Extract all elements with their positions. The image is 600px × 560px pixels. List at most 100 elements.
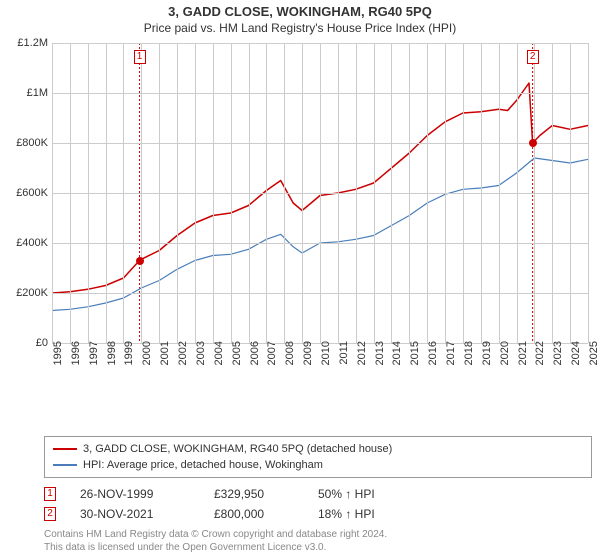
x-gridline — [70, 43, 71, 343]
x-gridline — [552, 43, 553, 343]
x-gridline — [374, 43, 375, 343]
x-gridline — [534, 43, 535, 343]
x-tick-label: 2024 — [570, 327, 582, 367]
legend-label: 3, GADD CLOSE, WOKINGHAM, RG40 5PQ (deta… — [83, 443, 392, 455]
x-tick-label: 2018 — [463, 327, 475, 367]
x-gridline — [302, 43, 303, 343]
x-tick-label: 1998 — [106, 327, 118, 367]
x-tick-label: 2023 — [552, 327, 564, 367]
legend-label: HPI: Average price, detached house, Woki… — [83, 459, 323, 471]
legend-swatch — [53, 448, 77, 450]
sale-dot — [136, 257, 144, 265]
y-tick-label: £0 — [36, 337, 48, 349]
x-tick-label: 2025 — [588, 327, 600, 367]
x-gridline — [517, 43, 518, 343]
x-tick-label: 2022 — [534, 327, 546, 367]
y-tick-label: £400K — [16, 237, 48, 249]
y-tick-label: £600K — [16, 187, 48, 199]
x-tick-label: 2009 — [302, 327, 314, 367]
x-gridline — [231, 43, 232, 343]
legend-row: 3, GADD CLOSE, WOKINGHAM, RG40 5PQ (deta… — [53, 441, 583, 457]
sale-date: 30-NOV-2021 — [80, 507, 190, 521]
x-tick-label: 2014 — [391, 327, 403, 367]
x-tick-label: 2013 — [374, 327, 386, 367]
x-tick-label: 2000 — [141, 327, 153, 367]
x-tick-label: 2007 — [266, 327, 278, 367]
sale-row-marker: 2 — [44, 507, 56, 521]
x-gridline — [123, 43, 124, 343]
sale-date: 26-NOV-1999 — [80, 487, 190, 501]
x-gridline — [213, 43, 214, 343]
x-gridline — [445, 43, 446, 343]
legend-row: HPI: Average price, detached house, Woki… — [53, 457, 583, 473]
x-gridline — [570, 43, 571, 343]
x-tick-label: 2019 — [481, 327, 493, 367]
sale-marker-box: 1 — [134, 50, 146, 64]
x-tick-label: 1996 — [70, 327, 82, 367]
attribution: Contains HM Land Registry data © Crown c… — [44, 528, 592, 554]
y-tick-label: £800K — [16, 137, 48, 149]
x-gridline — [284, 43, 285, 343]
x-gridline — [159, 43, 160, 343]
x-tick-label: 2012 — [356, 327, 368, 367]
sale-price: £329,950 — [214, 487, 294, 501]
legend-swatch — [53, 464, 77, 466]
sale-dot — [529, 139, 537, 147]
sale-hpi: 50% ↑ HPI — [318, 487, 375, 501]
x-tick-label: 2008 — [284, 327, 296, 367]
x-gridline — [320, 43, 321, 343]
x-gridline — [427, 43, 428, 343]
x-gridline — [338, 43, 339, 343]
sale-hpi: 18% ↑ HPI — [318, 507, 375, 521]
x-gridline — [356, 43, 357, 343]
x-tick-label: 2020 — [499, 327, 511, 367]
x-tick-label: 1999 — [123, 327, 135, 367]
x-tick-label: 2004 — [213, 327, 225, 367]
sales-table: 1 26-NOV-1999 £329,950 50% ↑ HPI 2 30-NOV-202… — [44, 484, 592, 524]
x-gridline — [463, 43, 464, 343]
x-gridline — [249, 43, 250, 343]
x-tick-label: 1997 — [88, 327, 100, 367]
x-tick-label: 2011 — [338, 327, 350, 367]
x-gridline — [391, 43, 392, 343]
x-tick-label: 2017 — [445, 327, 457, 367]
sale-row-marker: 1 — [44, 487, 56, 501]
chart-container: 3, GADD CLOSE, WOKINGHAM, RG40 5PQ Price… — [0, 0, 600, 560]
sale-price: £800,000 — [214, 507, 294, 521]
x-tick-label: 2002 — [177, 327, 189, 367]
x-gridline — [409, 43, 410, 343]
x-tick-label: 2005 — [231, 327, 243, 367]
y-tick-label: £200K — [16, 287, 48, 299]
x-gridline — [52, 43, 53, 343]
y-tick-label: £1M — [27, 87, 48, 99]
x-gridline — [481, 43, 482, 343]
chart-area: £0 £200K £400K £600K £800K £1M £1.2M 1995 1996 19… — [8, 39, 592, 430]
x-gridline — [588, 43, 589, 343]
title-address: 3, GADD CLOSE, WOKINGHAM, RG40 5PQ — [0, 4, 600, 19]
x-tick-label: 2016 — [427, 327, 439, 367]
x-tick-label: 2001 — [159, 327, 171, 367]
x-gridline — [106, 43, 107, 343]
x-gridline — [266, 43, 267, 343]
attribution-line1: Contains HM Land Registry data © Crown c… — [44, 528, 592, 541]
x-gridline — [177, 43, 178, 343]
x-gridline — [88, 43, 89, 343]
legend: 3, GADD CLOSE, WOKINGHAM, RG40 5PQ (deta… — [44, 436, 592, 478]
x-gridline — [499, 43, 500, 343]
sale-row: 1 26-NOV-1999 £329,950 50% ↑ HPI — [44, 484, 592, 504]
x-tick-label: 2006 — [249, 327, 261, 367]
x-tick-label: 2010 — [320, 327, 332, 367]
x-tick-label: 2015 — [409, 327, 421, 367]
x-gridline — [141, 43, 142, 343]
x-tick-label: 2003 — [195, 327, 207, 367]
titles: 3, GADD CLOSE, WOKINGHAM, RG40 5PQ Price… — [0, 0, 600, 35]
x-gridline — [195, 43, 196, 343]
y-tick-label: £1.2M — [17, 37, 48, 49]
attribution-line2: This data is licensed under the Open Gov… — [44, 541, 592, 554]
x-tick-label: 1995 — [52, 327, 64, 367]
sale-row: 2 30-NOV-2021 £800,000 18% ↑ HPI — [44, 504, 592, 524]
plot-region: £0£200K£400K£600K£800K£1M£1.2M1995199619… — [52, 43, 588, 343]
x-tick-label: 2021 — [517, 327, 529, 367]
title-subtitle: Price paid vs. HM Land Registry's House … — [0, 21, 600, 35]
sale-marker-box: 2 — [527, 50, 539, 64]
